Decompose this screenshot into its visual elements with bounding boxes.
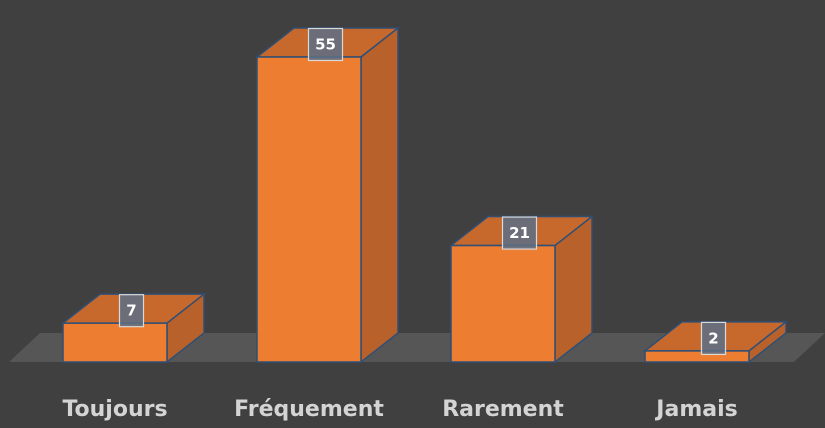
bar-side-face <box>360 26 399 364</box>
category-label-2: Fréquement <box>234 397 384 422</box>
data-label-4: 2 <box>700 321 727 356</box>
data-label-box <box>501 216 538 250</box>
data-label-box <box>700 321 727 356</box>
data-labels: 7 55 21 2 <box>118 27 727 356</box>
bar-front-face <box>644 350 750 363</box>
data-label-text: 21 <box>509 224 530 242</box>
data-label-text: 2 <box>708 329 718 347</box>
category-label-4: Jamais <box>654 397 737 422</box>
bar-front-face <box>256 56 362 363</box>
data-label-1: 7 <box>118 294 145 328</box>
bar-2 <box>254 26 401 364</box>
data-label-text: 7 <box>126 302 136 320</box>
category-axis: Toujours Fréquement Rarement Jamais <box>62 397 737 422</box>
data-label-3: 21 <box>501 216 538 250</box>
data-label-2: 55 <box>307 27 344 62</box>
category-label-3: Rarement <box>442 397 564 422</box>
bar-front-face <box>62 322 168 363</box>
data-label-text: 55 <box>315 36 336 54</box>
data-label-box <box>307 27 344 62</box>
chart-floor <box>9 333 825 362</box>
bar-front-face <box>450 244 556 363</box>
category-label-1: Toujours <box>62 397 167 422</box>
bar-group <box>60 26 789 364</box>
data-label-box <box>118 294 145 328</box>
